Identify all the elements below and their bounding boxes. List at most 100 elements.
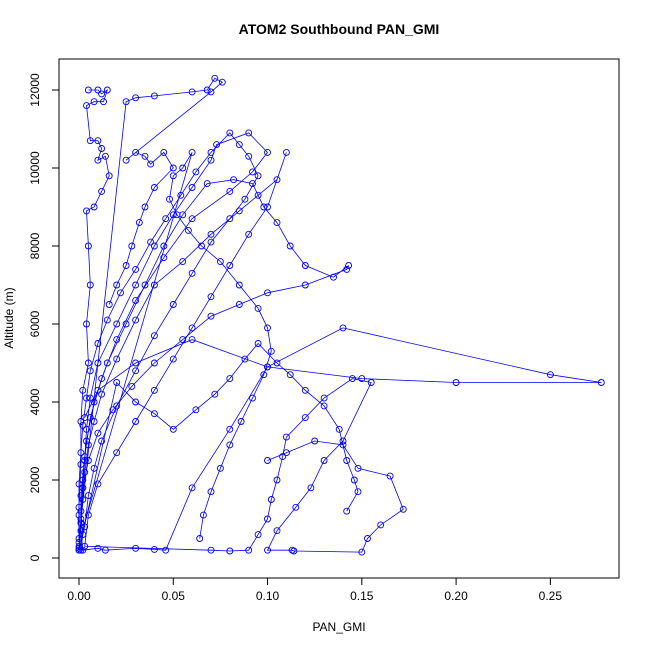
data-point <box>203 180 211 188</box>
x-tick-label: 0.15 <box>350 589 374 603</box>
data-point <box>83 394 90 402</box>
data-point <box>226 425 234 433</box>
data-point <box>207 156 215 164</box>
data-point <box>235 301 243 308</box>
y-tick-label: 2000 <box>28 466 42 493</box>
data-point <box>198 242 206 250</box>
data-point <box>226 129 234 137</box>
data-point <box>135 219 143 227</box>
data-point <box>179 336 187 344</box>
data-point <box>264 457 271 464</box>
data-point <box>235 281 243 289</box>
data-point <box>367 379 375 386</box>
data-point <box>79 386 87 394</box>
data-point <box>245 152 253 160</box>
data-point <box>86 367 94 375</box>
data-point <box>132 265 140 273</box>
series-4 <box>75 176 362 554</box>
data-point <box>267 347 275 355</box>
y-axis: 0 2000 4000 6000 8000 10000 12000 <box>28 73 60 561</box>
data-point <box>282 449 290 457</box>
data-point <box>150 332 158 340</box>
series-line <box>80 132 602 551</box>
series-layer <box>75 74 605 556</box>
data-point <box>237 418 245 425</box>
data-point <box>84 242 92 250</box>
series-line <box>78 152 404 553</box>
data-point <box>339 441 347 449</box>
data-point <box>94 137 102 145</box>
data-point <box>94 429 102 437</box>
data-point <box>267 496 275 503</box>
data-point <box>122 262 130 269</box>
data-point <box>264 289 271 297</box>
data-point <box>188 184 196 191</box>
data-point <box>188 324 196 332</box>
data-point <box>90 203 98 211</box>
x-tick-label: 0.10 <box>256 589 280 603</box>
data-point <box>113 355 121 363</box>
data-point <box>113 320 121 328</box>
data-point <box>105 172 113 180</box>
data-point <box>218 78 226 86</box>
data-point <box>207 488 215 496</box>
series-line <box>78 132 272 551</box>
data-point <box>75 511 83 519</box>
data-point <box>264 148 271 156</box>
data-point <box>83 207 90 215</box>
data-point <box>199 511 207 519</box>
data-point <box>282 148 290 156</box>
data-point <box>213 141 221 149</box>
data-point <box>122 320 130 328</box>
series-2 <box>75 148 407 556</box>
series-5 <box>75 129 275 554</box>
data-point <box>216 464 224 472</box>
data-point <box>84 457 92 464</box>
y-tick-label: 0 <box>28 554 42 561</box>
data-point <box>279 453 287 461</box>
data-point <box>273 476 281 484</box>
data-point <box>203 86 211 94</box>
data-point <box>245 230 253 238</box>
data-point <box>83 102 90 110</box>
data-point <box>150 359 158 367</box>
data-point <box>132 148 140 156</box>
data-point <box>260 203 268 211</box>
data-point <box>83 437 90 445</box>
data-point <box>192 168 200 176</box>
data-point <box>90 418 98 425</box>
data-point <box>169 172 177 180</box>
data-point <box>273 359 281 367</box>
data-point <box>188 269 196 277</box>
data-point <box>301 262 309 269</box>
data-point <box>301 386 309 394</box>
data-point <box>90 98 98 106</box>
data-point <box>160 254 168 262</box>
data-point <box>94 340 102 347</box>
data-point <box>264 203 271 211</box>
data-point <box>226 547 234 555</box>
data-point <box>141 203 149 211</box>
data-point <box>94 156 102 164</box>
data-point <box>79 546 87 554</box>
data-point <box>84 511 92 519</box>
data-point <box>98 437 106 445</box>
data-point <box>90 464 98 472</box>
data-point <box>364 535 371 542</box>
x-axis: 0.00 0.05 0.10 0.15 0.20 0.25 <box>67 577 562 603</box>
data-point <box>150 386 158 394</box>
data-point <box>377 521 385 529</box>
data-point <box>103 86 111 94</box>
data-point <box>207 230 215 238</box>
data-point <box>173 211 181 219</box>
data-point <box>147 160 155 168</box>
data-point <box>354 464 362 472</box>
data-point <box>75 480 83 488</box>
data-point <box>132 367 140 375</box>
data-point <box>83 320 90 328</box>
data-point <box>101 152 109 160</box>
data-point <box>348 375 356 383</box>
data-point <box>354 488 362 496</box>
data-point <box>350 476 358 484</box>
